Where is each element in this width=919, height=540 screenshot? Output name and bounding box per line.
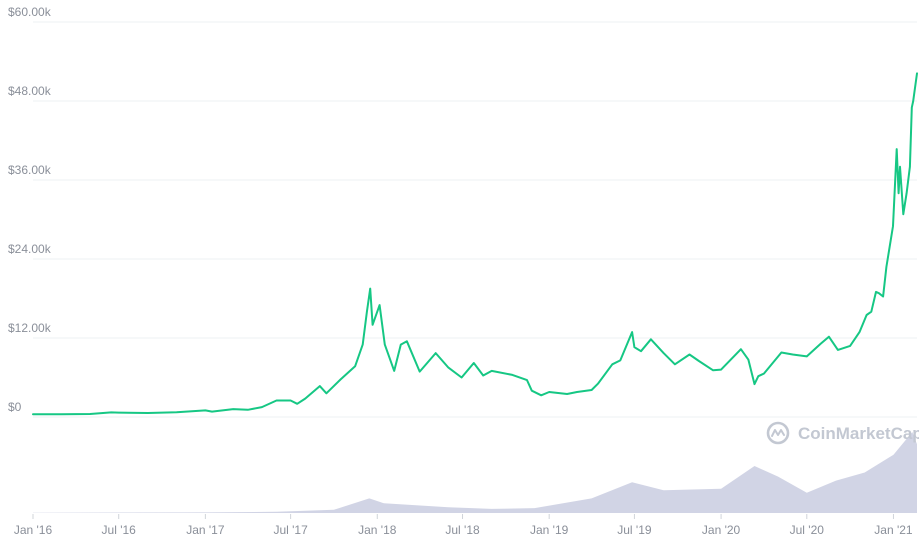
- x-axis: Jan '16 Jul '16 Jan '17 Jul '17 Jan '18 Jul '…: [14, 514, 913, 537]
- x-tick-label: Jul '16: [102, 523, 137, 537]
- x-tick-label: Jan '18: [358, 523, 397, 537]
- x-tick-label: Jan '21: [874, 523, 913, 537]
- y-tick-label: $48.00k: [8, 84, 52, 98]
- x-tick-label: Jul '20: [790, 523, 825, 537]
- x-tick-label: Jul '19: [617, 523, 652, 537]
- x-tick-label: Jan '19: [530, 523, 569, 537]
- y-tick-label: $24.00k: [8, 242, 52, 256]
- x-tick-label: Jan '17: [186, 523, 225, 537]
- watermark-text: CoinMarketCap: [798, 424, 919, 443]
- price-series-line[interactable]: [32, 72, 918, 416]
- coinmarketcap-logo-icon: [766, 421, 790, 445]
- volume-area: [33, 432, 917, 513]
- y-axis: $0 $12.00k $24.00k $36.00k $48.00k $60.00k: [8, 5, 52, 414]
- grid-layer: [33, 21, 917, 418]
- x-tick-label: Jul '17: [273, 523, 308, 537]
- y-tick-label: $12.00k: [8, 321, 52, 335]
- watermark: CoinMarketCap: [766, 421, 919, 445]
- x-tick-label: Jan '20: [702, 523, 741, 537]
- x-tick-label: Jan '16: [14, 523, 53, 537]
- price-line-layer[interactable]: [32, 72, 918, 416]
- volume-layer: [33, 432, 917, 513]
- y-tick-label: $60.00k: [8, 5, 52, 19]
- x-tick-label: Jul '18: [445, 523, 480, 537]
- y-tick-label: $36.00k: [8, 163, 52, 177]
- y-tick-label: $0: [8, 400, 22, 414]
